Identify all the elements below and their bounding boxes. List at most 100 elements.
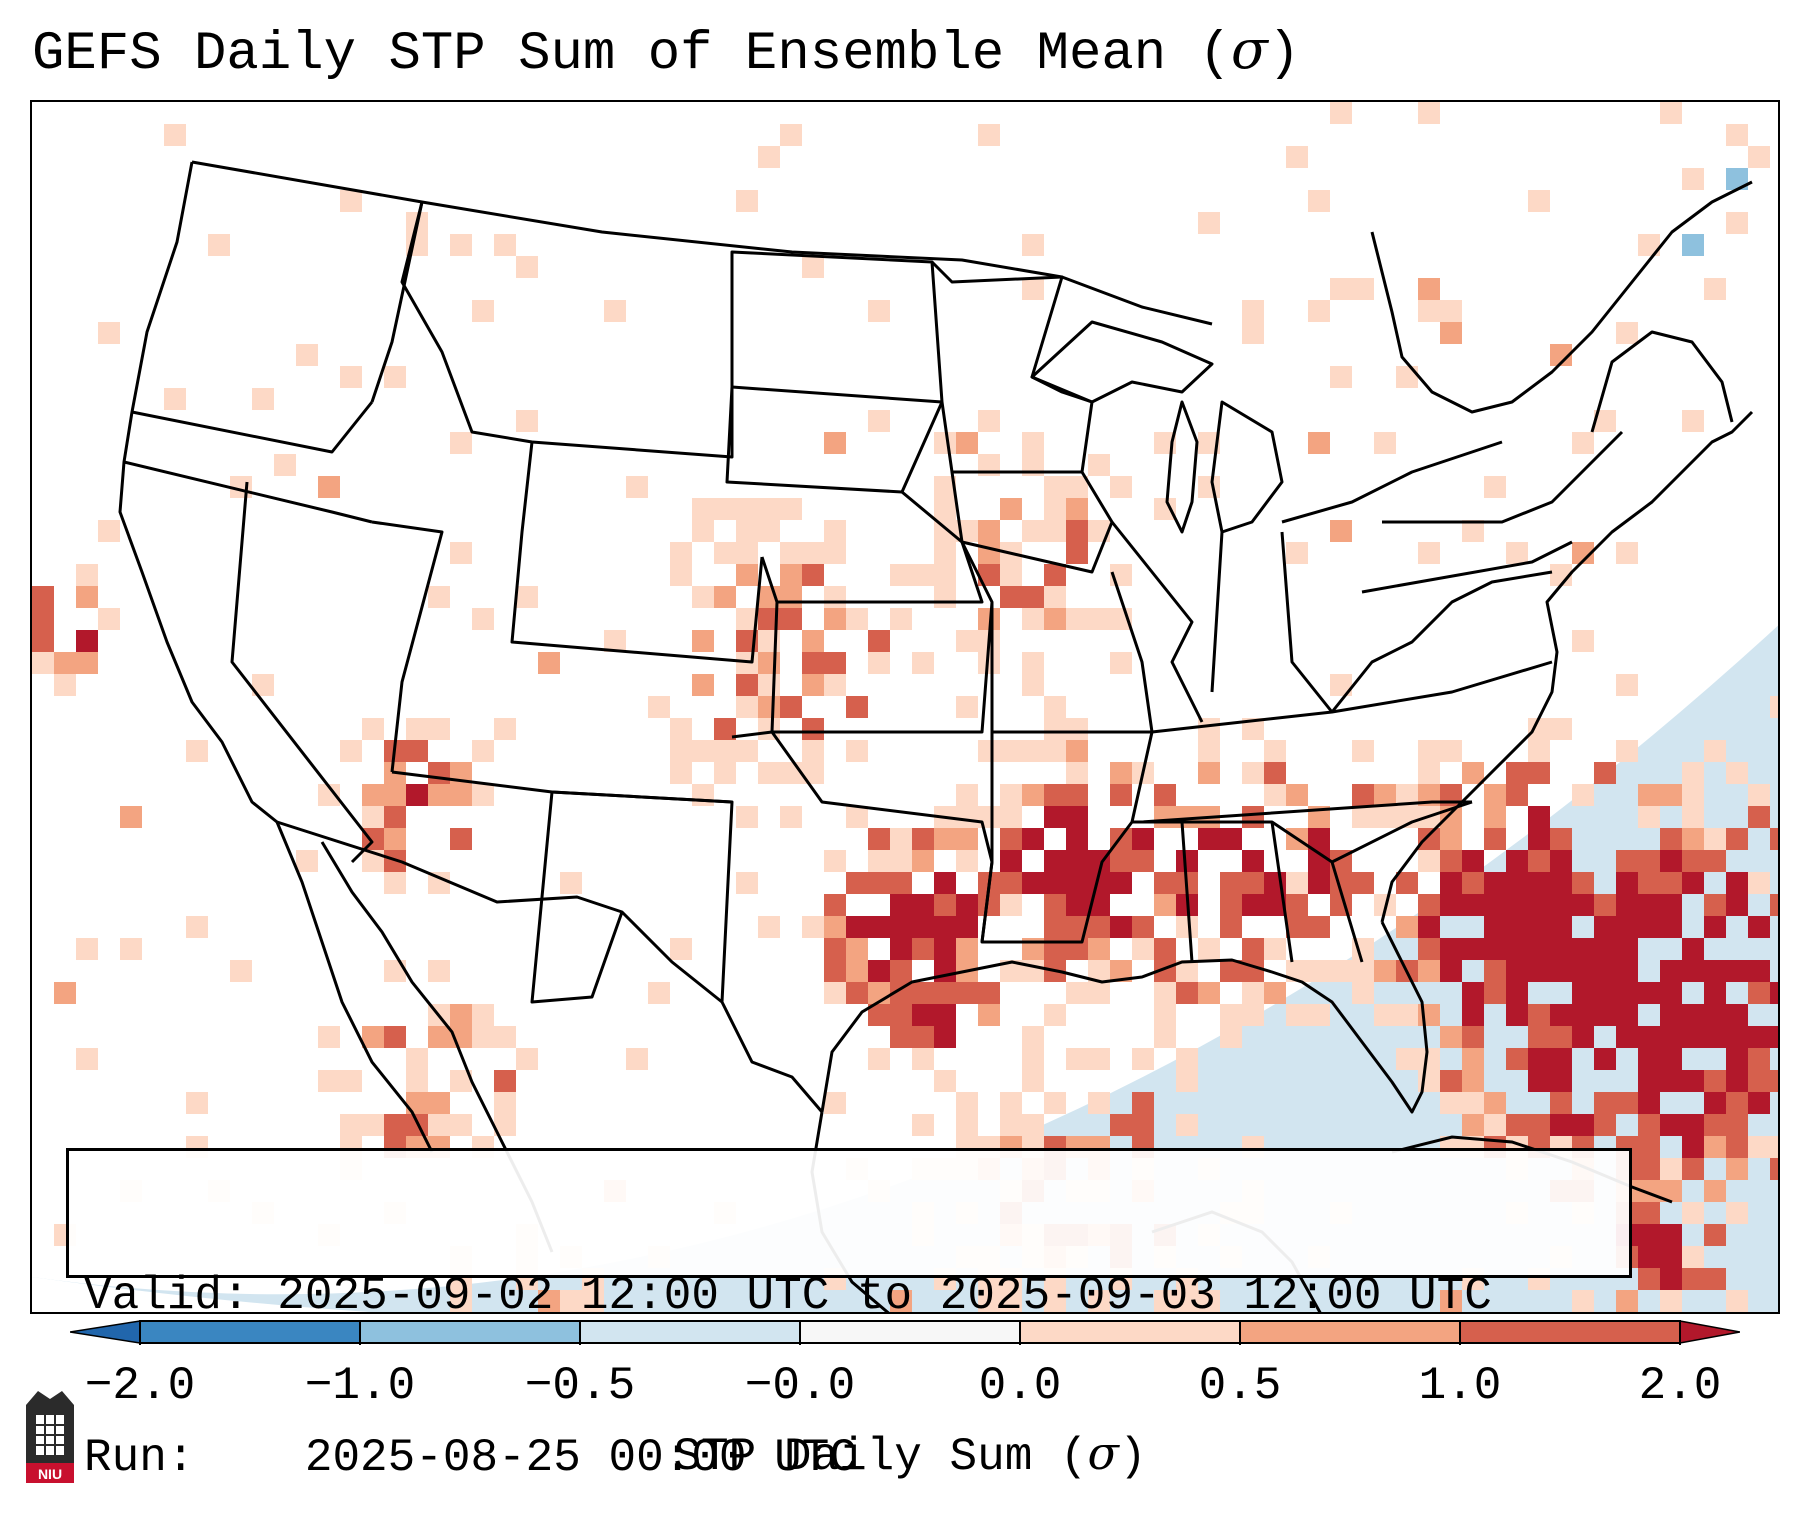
state-ca-nv: [230, 481, 374, 864]
stp-cell: [1704, 1026, 1726, 1048]
stp-cell: [934, 960, 956, 982]
stp-cell: [1770, 1312, 1780, 1314]
stp-cell: [1682, 872, 1704, 894]
stp-cell: [1044, 1004, 1066, 1026]
stp-cell: [1462, 1092, 1484, 1114]
stp-cell: [1022, 608, 1044, 630]
stp-cell: [868, 630, 890, 652]
stp-cell: [1484, 476, 1506, 498]
stp-cell: [120, 850, 142, 872]
stp-cell: [1286, 1004, 1308, 1026]
stp-cell: [648, 982, 670, 1004]
stp-cell: [956, 982, 978, 1004]
stp-cell: [1550, 1114, 1572, 1136]
stp-cell: [1154, 498, 1176, 520]
stp-cell: [758, 916, 780, 938]
stp-cell: [1396, 366, 1418, 388]
stp-cell: [1726, 828, 1748, 850]
stp-cell: [76, 630, 98, 652]
stp-cell: [1616, 1290, 1638, 1312]
stp-cell: [1176, 1048, 1198, 1070]
stp-cell: [54, 982, 76, 1004]
stp-cell: [472, 1004, 494, 1026]
stp-cell: [450, 784, 472, 806]
stp-cell: [1242, 1004, 1264, 1026]
stp-cell: [1726, 960, 1748, 982]
stp-cell: [1528, 828, 1550, 850]
stp-cell: [736, 696, 758, 718]
stp-cell: [1594, 1004, 1616, 1026]
stp-cell: [978, 894, 1000, 916]
stp-cell: [1132, 1048, 1154, 1070]
stp-cell: [1638, 1202, 1660, 1224]
valid-label: Valid:: [84, 1270, 250, 1322]
stp-cell: [846, 872, 868, 894]
stp-cell: [472, 300, 494, 322]
stp-cell: [714, 762, 736, 784]
stp-cell: [1440, 850, 1462, 872]
stp-cell: [1044, 608, 1066, 630]
stp-cell: [868, 916, 890, 938]
stp-cell: [1660, 1158, 1682, 1180]
stp-cell: [1528, 960, 1550, 982]
stp-cell: [1660, 784, 1682, 806]
state-ga-sc: [1271, 800, 1473, 963]
stp-cell: [1088, 520, 1110, 542]
stp-cell: [1022, 1114, 1044, 1136]
stp-cell: [1616, 894, 1638, 916]
stp-cell: [1132, 828, 1154, 850]
stp-cell: [1242, 762, 1264, 784]
stp-cell: [846, 960, 868, 982]
stp-cell: [1616, 322, 1638, 344]
state-ne-ks: [760, 490, 984, 604]
stp-cell: [516, 586, 538, 608]
stp-cell: [1506, 960, 1528, 982]
stp-cell: [1000, 806, 1022, 828]
stp-cell: [384, 366, 406, 388]
stp-cell: [1550, 1026, 1572, 1048]
stp-cell: [406, 1070, 428, 1092]
state-id: [370, 201, 424, 403]
stp-cell: [1044, 806, 1066, 828]
stp-cell: [274, 982, 296, 1004]
valid-run-box: Valid: 2025-09-02 12:00 UTC to 2025-09-0…: [66, 1148, 1632, 1484]
stp-cell: [1682, 784, 1704, 806]
stp-cell: [1198, 762, 1220, 784]
stp-cell: [1264, 894, 1286, 916]
stp-cell: [1022, 674, 1044, 696]
stp-cell: [1066, 476, 1088, 498]
stp-cell: [1022, 278, 1044, 300]
stp-cell: [1506, 784, 1528, 806]
stp-cell: [1088, 916, 1110, 938]
stp-cell: [890, 1290, 912, 1312]
stp-cell: [1682, 410, 1704, 432]
stp-cell: [1044, 718, 1066, 740]
stp-cell: [1748, 872, 1770, 894]
stp-cell: [1264, 740, 1286, 762]
stp-cell: [1286, 784, 1308, 806]
stp-cell: [780, 498, 802, 520]
stp-cell: [1000, 894, 1022, 916]
stp-cell: [1748, 784, 1770, 806]
stp-cell: [1616, 740, 1638, 762]
stp-cell: [472, 740, 494, 762]
stp-cell: [1572, 630, 1594, 652]
stp-cell: [1682, 1312, 1704, 1314]
stp-cell: [956, 432, 978, 454]
stp-cell: [604, 300, 626, 322]
valid-line: Valid: 2025-09-02 12:00 UTC to 2025-09-0…: [84, 1269, 1629, 1323]
map-domain: [32, 102, 1778, 1312]
state-tn-ky: [1141, 660, 1553, 824]
stp-cell: [1484, 916, 1506, 938]
stp-cell: [1088, 1092, 1110, 1114]
stp-cell: [1704, 1114, 1726, 1136]
stp-cell: [1616, 872, 1638, 894]
stp-cell: [1726, 1092, 1748, 1114]
stp-cell: [1440, 322, 1462, 344]
stp-cell: [252, 674, 274, 696]
stp-cell: [1308, 190, 1330, 212]
stp-cell: [890, 564, 912, 586]
stp-cell: [1198, 432, 1220, 454]
stp-cell: [516, 410, 538, 432]
stp-cell: [912, 894, 934, 916]
